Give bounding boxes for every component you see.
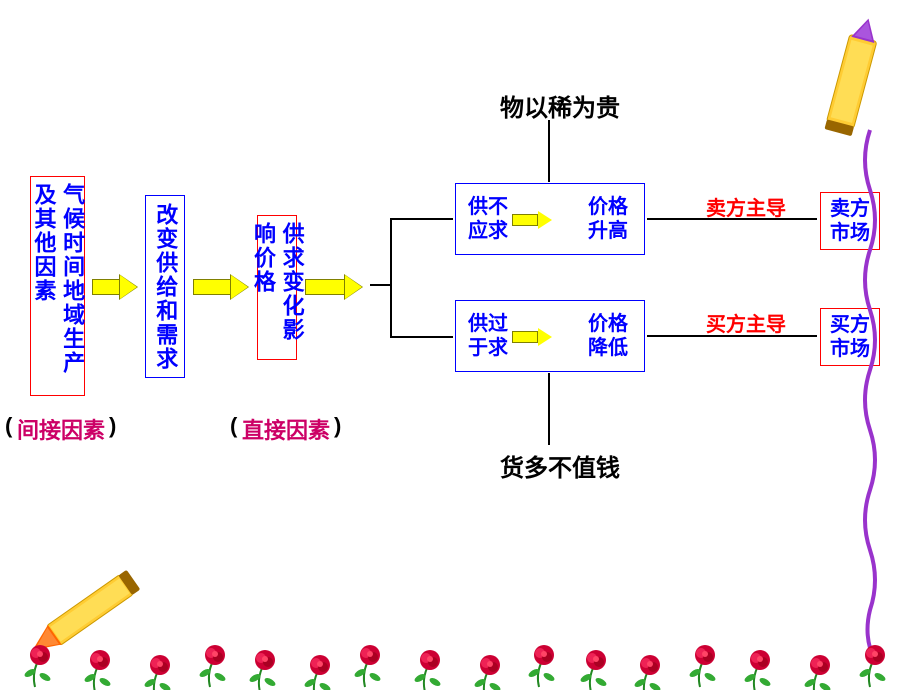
label-direct-lparen: ( xyxy=(230,413,237,439)
line-buyer-horizontal xyxy=(647,335,817,337)
line-top-vertical xyxy=(548,120,550,182)
text-change-supply-demand: 改变供给和需求 xyxy=(151,203,180,371)
text-supply-demand-change: 供求变化影响价格 xyxy=(248,222,305,353)
label-seller-led: 卖方主导 xyxy=(706,192,786,221)
line-bracket-bottom xyxy=(390,336,453,338)
line-bottom-vertical xyxy=(548,373,550,445)
box-indirect-factors: 气候时间地域生产及其他因素 xyxy=(30,176,85,396)
flowers-border-icon: (function(){ const svg = document.queryS… xyxy=(0,610,920,690)
shortage-left: 供不应求 xyxy=(468,195,512,243)
line-bracket-top xyxy=(390,218,453,220)
label-abundant-cheap: 货多不值钱 xyxy=(500,448,620,483)
surplus-left: 供过于求 xyxy=(468,312,512,360)
line-seller-horizontal xyxy=(647,218,817,220)
label-indirect-rparen: ) xyxy=(109,413,116,439)
line-bracket-vertical xyxy=(390,218,392,338)
label-direct-text: 直接因素 xyxy=(242,413,330,445)
surplus-right: 价格降低 xyxy=(588,312,632,360)
shortage-right: 价格升高 xyxy=(588,195,632,243)
box-change-supply-demand: 改变供给和需求 xyxy=(145,195,185,378)
label-indirect-text: 间接因素 xyxy=(17,413,105,445)
crayon-purple-icon xyxy=(800,0,920,690)
box-supply-demand-change: 供求变化影响价格 xyxy=(257,215,297,360)
label-indirect-lparen: ( xyxy=(5,413,12,439)
line-bracket-mid xyxy=(370,284,392,286)
label-direct-rparen: ) xyxy=(334,413,341,439)
label-rare-valuable: 物以稀为贵 xyxy=(500,88,620,123)
text-indirect-factors: 气候时间地域生产及其他因素 xyxy=(29,183,86,389)
label-buyer-led: 买方主导 xyxy=(706,308,786,337)
